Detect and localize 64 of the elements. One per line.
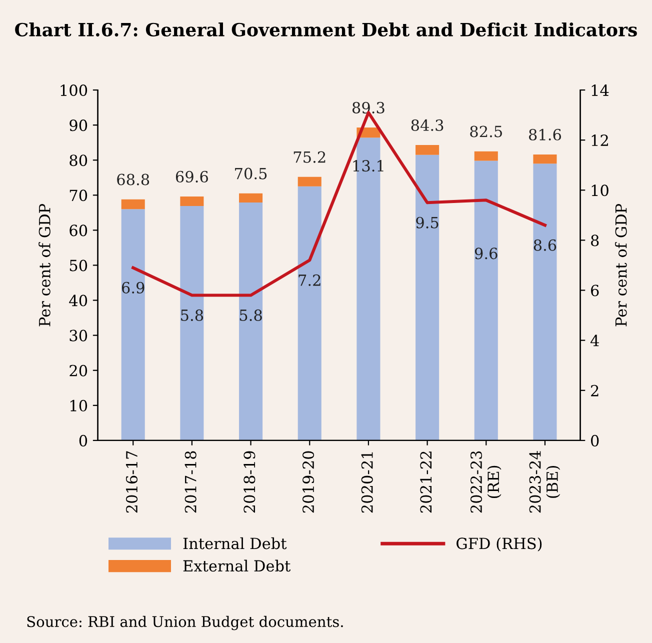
total-label: 81.6 xyxy=(528,128,562,140)
y-tick-label: 10 xyxy=(70,400,88,412)
y-axis-title: Per cent of GDP xyxy=(38,204,50,326)
y-tick-label: 0 xyxy=(79,434,88,446)
y2-axis-title: Per cent of GDP xyxy=(615,204,627,326)
y-tick-label: 30 xyxy=(70,330,88,342)
bar xyxy=(474,160,498,440)
data-label: 5.8 xyxy=(240,309,262,321)
y-tick-label: 100 xyxy=(60,84,88,96)
data-label: 13.1 xyxy=(353,160,384,172)
x-tick-label: 2019-20 xyxy=(302,451,314,513)
data-label: 9.5 xyxy=(416,216,438,228)
total-label: 69.6 xyxy=(176,170,208,182)
x-tick-label: 2016-17 xyxy=(126,451,138,513)
y2-tick-label: 0 xyxy=(591,434,599,446)
x-tick-label: 2018-19 xyxy=(244,451,256,513)
y2-tick-label: 10 xyxy=(592,184,608,196)
bar xyxy=(416,154,440,440)
legend-label: External Debt xyxy=(183,560,291,572)
total-label: 68.8 xyxy=(117,174,150,186)
y-tick-label: 70 xyxy=(70,190,88,202)
total-label: 75.2 xyxy=(294,151,326,163)
bar xyxy=(239,193,263,203)
total-label: 70.5 xyxy=(235,168,267,180)
y-tick-label: 80 xyxy=(70,154,88,166)
bar xyxy=(180,196,204,206)
bar xyxy=(533,164,557,440)
source-note: Source: RBI and Union Budget documents. xyxy=(27,616,343,630)
y2-tick-label: 2 xyxy=(591,384,598,396)
legend-label: Internal Debt xyxy=(183,537,287,550)
data-label: 7.2 xyxy=(298,274,320,286)
x-tick-label: 2023-24 (BE) xyxy=(529,450,560,513)
bar xyxy=(416,145,440,155)
data-label: 8.6 xyxy=(534,239,556,251)
y-tick-label: 20 xyxy=(70,364,88,376)
bar xyxy=(239,202,263,440)
bar xyxy=(298,176,322,186)
chart-title: Chart II.6.7: General Government Debt and Deficit Indicators xyxy=(15,22,637,36)
data-label: 5.8 xyxy=(181,309,204,321)
y2-tick-label: 4 xyxy=(590,334,599,346)
bar xyxy=(180,206,204,440)
y-tick-label: 50 xyxy=(70,260,88,272)
bar xyxy=(533,154,557,164)
y-tick-label: 90 xyxy=(70,120,88,132)
y-tick-label: 60 xyxy=(70,224,88,236)
legend-label: GFD (RHS) xyxy=(456,537,542,552)
x-tick-label: 2017-18 xyxy=(184,451,196,513)
x-tick-label: 2020-21 xyxy=(361,452,373,513)
bar xyxy=(474,151,498,161)
x-tick-label: 2022-23 (RE) xyxy=(470,451,502,513)
total-label: 89.3 xyxy=(352,102,384,114)
total-label: 84.3 xyxy=(411,119,444,131)
y2-tick-label: 8 xyxy=(591,234,599,246)
y2-tick-label: 12 xyxy=(592,134,608,146)
y2-tick-label: 14 xyxy=(592,84,609,96)
bar xyxy=(121,209,145,440)
y-tick-label: 40 xyxy=(69,294,88,306)
data-label: 9.6 xyxy=(474,248,498,260)
bar xyxy=(121,199,145,210)
bar xyxy=(298,186,322,440)
y2-tick-label: 6 xyxy=(591,284,599,296)
total-label: 82.5 xyxy=(470,126,502,138)
x-tick-label: 2021-22 xyxy=(420,452,432,513)
data-label: 6.9 xyxy=(122,282,144,294)
